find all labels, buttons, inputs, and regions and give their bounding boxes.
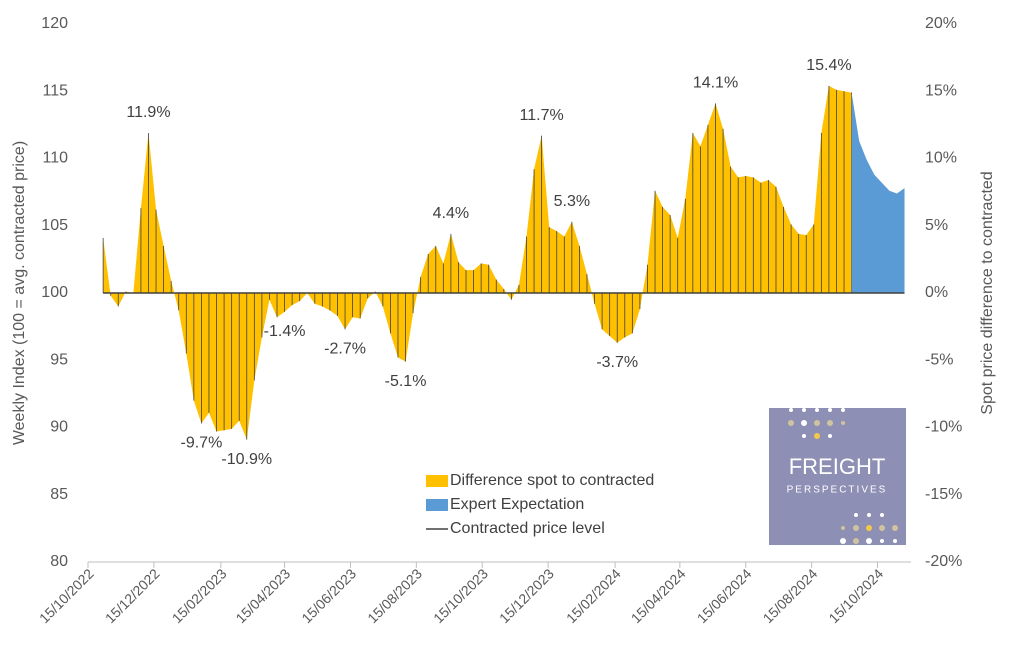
data-label: -9.7% (181, 435, 223, 452)
data-label: -3.7% (596, 354, 638, 371)
data-label: 14.1% (693, 75, 738, 92)
y-tick-label: 80 (50, 553, 68, 570)
x-tick-label: 15/12/2022 (102, 565, 163, 626)
y2-tick-label: -20% (925, 553, 962, 570)
y2-tick-label: -5% (925, 351, 953, 368)
data-label: 4.4% (433, 205, 469, 222)
x-tick-label: 15/04/2023 (232, 565, 293, 626)
y-axis-title: Weekly Index (100 = avg. contracted pric… (11, 141, 28, 445)
logo-title: FREIGHT (789, 454, 886, 479)
y2-axis-title: Spot price difference to contracted (979, 171, 996, 414)
y2-tick-label: 20% (925, 15, 957, 32)
x-tick-label: 15/10/2024 (825, 565, 886, 626)
x-tick-label: 15/10/2023 (430, 565, 491, 626)
data-label: 11.7% (520, 107, 564, 124)
logo-subtitle: PERSPECTIVES (787, 485, 888, 496)
y-tick-label: 105 (41, 217, 68, 234)
x-tick-label: 15/02/2023 (169, 565, 230, 626)
data-label: -2.7% (324, 341, 366, 358)
x-tick-label: 15/04/2024 (628, 565, 689, 626)
y2-tick-label: 15% (925, 82, 957, 99)
y-tick-label: 95 (50, 351, 68, 368)
legend-label: Expert Expectation (450, 496, 584, 513)
x-tick-label: 15/10/2022 (36, 565, 97, 626)
x-tick-label: 15/02/2024 (563, 565, 624, 626)
x-tick-label: 15/12/2023 (496, 565, 557, 626)
y2-tick-label: 5% (925, 217, 948, 234)
x-tick-label: 15/08/2024 (760, 565, 821, 626)
y2-tick-label: 10% (925, 150, 957, 167)
data-label: -1.4% (264, 323, 306, 340)
data-label: 15.4% (806, 57, 851, 74)
legend-label: Difference spot to contracted (450, 472, 654, 489)
logo-background (769, 408, 906, 545)
y-tick-label: 115 (42, 82, 68, 99)
x-tick-label: 15/06/2024 (694, 565, 755, 626)
legend-swatch (426, 475, 448, 487)
y-tick-label: 120 (41, 15, 68, 32)
plot: 11.9% -9.7%-10.9% -1.4% -2.7% -5.1% 4.4% 11.7%… (102, 57, 905, 468)
logo: FREIGHT PERSPECTIVES (769, 408, 906, 545)
area (851, 92, 905, 293)
data-label: -5.1% (385, 373, 427, 390)
data-label: -10.9% (221, 451, 272, 468)
y-tick-label: 100 (41, 284, 68, 301)
logo-dots (788, 408, 898, 544)
legend-swatch (426, 499, 448, 511)
data-label: 5.3% (554, 193, 590, 210)
area (103, 85, 852, 440)
y-tick-label: 90 (50, 419, 68, 436)
y2-tick-label: -10% (925, 419, 962, 436)
legend-label: Contracted price level (450, 520, 605, 537)
y-tick-label: 85 (50, 486, 68, 503)
y-tick-label: 110 (42, 150, 68, 167)
x-tick-label: 15/06/2023 (298, 565, 359, 626)
data-label: 11.9% (126, 104, 170, 121)
y2-tick-label: -15% (925, 486, 962, 503)
y2-tick-label: 0% (925, 284, 948, 301)
x-tick-label: 15/08/2023 (364, 565, 425, 626)
